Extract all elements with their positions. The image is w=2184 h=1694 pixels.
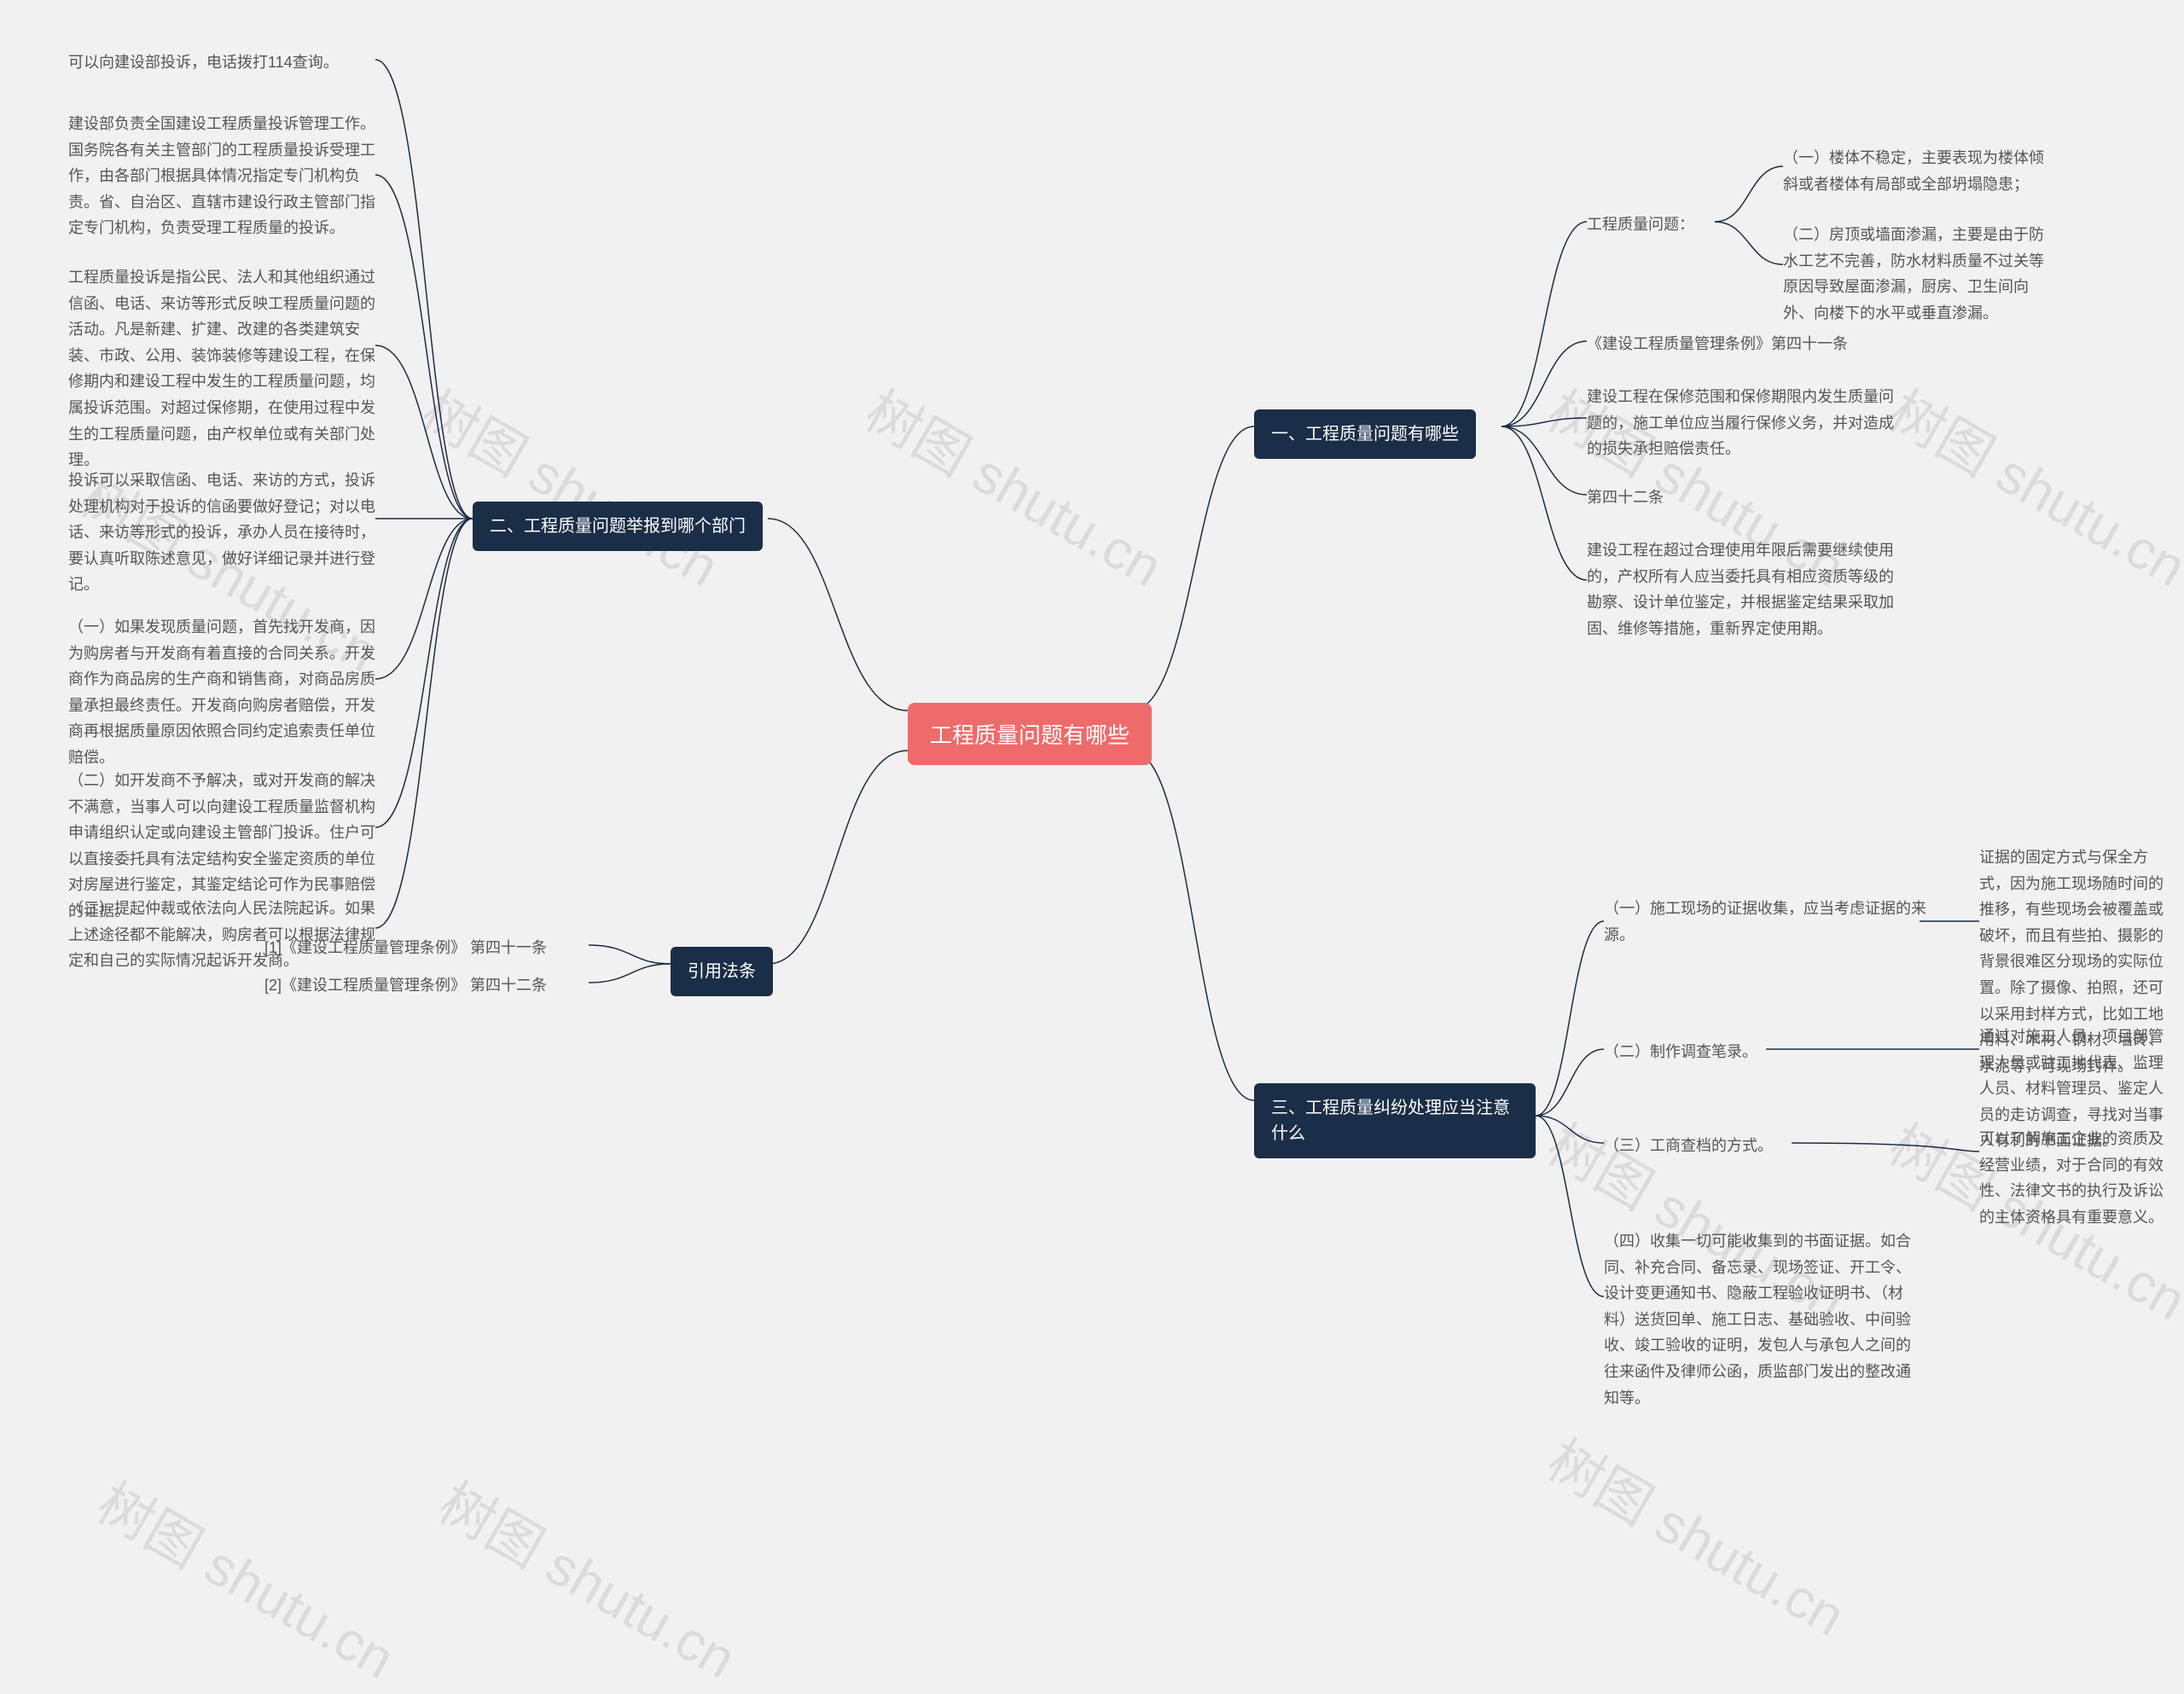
b1-warranty: 建设工程在保修范围和保修期限内发生质量问题的，施工单位应当履行保修义务，并对造成…	[1587, 384, 1894, 462]
branch-1[interactable]: 一、工程质量问题有哪些	[1254, 409, 1476, 459]
b1-art41: 《建设工程质量管理条例》第四十一条	[1587, 331, 1848, 357]
b2-b: 建设部负责全国建设工程质量投诉管理工作。国务院各有关主管部门的工程质量投诉受理工…	[68, 111, 375, 241]
b3-d: （四）收集一切可能收集到的书面证据。如合同、补充合同、备忘录、现场签证、开工令、…	[1604, 1228, 1911, 1411]
b1-qual-b: （二）房顶或墙面渗漏，主要是由于防水工艺不完善，防水材料质量不过关等原因导致屋面…	[1783, 222, 2048, 326]
b1-qual-a: （一）楼体不稳定，主要表现为楼体倾斜或者楼体有局部或全部坍塌隐患；	[1783, 145, 2048, 197]
b3-b: （二）制作调查笔录。	[1604, 1039, 1757, 1065]
watermark: 树图 shutu.cn	[85, 1460, 411, 1694]
b2-d: 投诉可以采取信函、电话、来访的方式，投诉处理机构对于投诉的信函要做好登记；对以电…	[68, 467, 375, 598]
branch-2[interactable]: 二、工程质量问题举报到哪个部门	[473, 502, 763, 551]
watermark: 树图 shutu.cn	[427, 1460, 752, 1694]
b3-a: （一）施工现场的证据收集，应当考虑证据的来源。	[1604, 896, 1945, 948]
branch-3[interactable]: 三、工程质量纠纷处理应当注意什么	[1254, 1083, 1536, 1158]
b1-afterlife: 建设工程在超过合理使用年限后需要继续使用的，产权所有人应当委托具有相应资质等级的…	[1587, 537, 1894, 641]
watermark: 树图 shutu.cn	[1536, 1418, 1862, 1651]
watermark: 树图 shutu.cn	[1877, 368, 2184, 602]
b1-art42: 第四十二条	[1587, 484, 1664, 511]
b3-c-tail: 可以了解施工企业的资质及经营业绩，对于合同的有效性、法律文书的执行及诉讼的主体资…	[1979, 1126, 2167, 1230]
branch-ref[interactable]: 引用法条	[671, 947, 773, 996]
b2-c: 工程质量投诉是指公民、法人和其他组织通过信函、电话、来访等形式反映工程质量问题的…	[68, 264, 375, 473]
b2-e: （一）如果发现质量问题，首先找开发商，因为购房者与开发商有着直接的合同关系。开发…	[68, 614, 375, 771]
b1-quality-issues[interactable]: 工程质量问题：	[1587, 212, 1694, 238]
b2-a: 可以向建设部投诉，电话拨打114查询。	[68, 49, 339, 76]
center-topic[interactable]: 工程质量问题有哪些	[908, 703, 1152, 765]
b3-c: （三）工商查档的方式。	[1604, 1133, 1773, 1159]
ref-b: [2]《建设工程质量管理条例》 第四十二条	[264, 972, 547, 999]
watermark: 树图 shutu.cn	[853, 368, 1179, 602]
watermark: 树图 shutu.cn	[410, 368, 735, 602]
ref-a: [1]《建设工程质量管理条例》 第四十一条	[264, 935, 547, 961]
